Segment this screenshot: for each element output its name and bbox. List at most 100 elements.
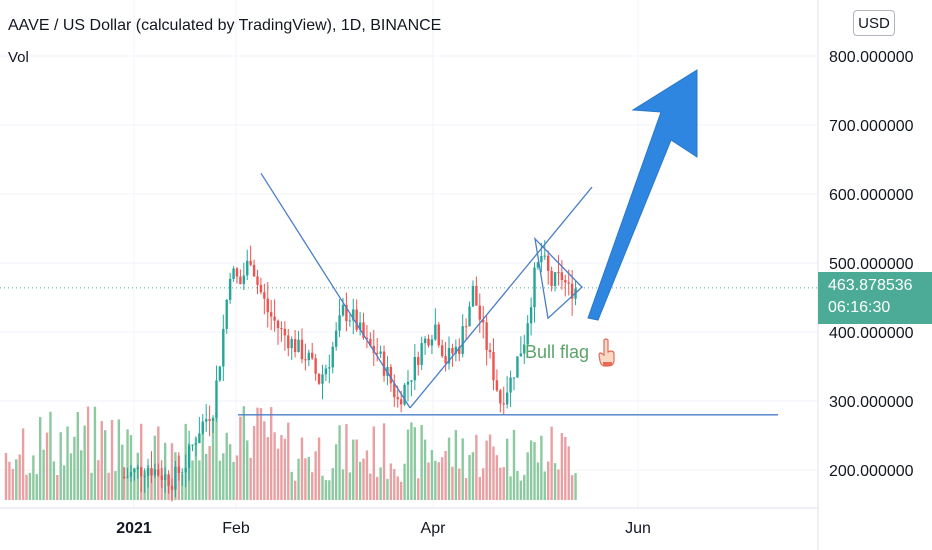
candle-body bbox=[536, 262, 540, 268]
y-tick-label: 800.000000 bbox=[829, 49, 914, 66]
volume-bar bbox=[461, 438, 464, 500]
candle-body bbox=[177, 466, 181, 473]
volume-bar bbox=[314, 451, 317, 500]
candle-body bbox=[423, 338, 427, 344]
candle-body bbox=[430, 339, 434, 346]
candle-body bbox=[420, 343, 423, 365]
volume-bar bbox=[194, 437, 198, 500]
volume-bar bbox=[526, 452, 529, 500]
candle-body bbox=[567, 282, 570, 284]
candle-body bbox=[163, 474, 167, 480]
candle-body bbox=[485, 322, 488, 350]
candle-body bbox=[300, 339, 304, 360]
volume-bar bbox=[249, 457, 252, 500]
candle-body bbox=[523, 344, 526, 354]
volume-bar bbox=[181, 474, 184, 500]
candle-body bbox=[352, 309, 355, 321]
volume-bar bbox=[519, 480, 523, 500]
candle-body bbox=[454, 346, 458, 354]
volume-bar bbox=[464, 477, 468, 500]
volume-bar bbox=[317, 437, 321, 500]
volume-bar bbox=[45, 432, 49, 500]
candle-body bbox=[170, 485, 174, 490]
candle-body bbox=[293, 339, 297, 353]
last-price-value: 463.878536 bbox=[828, 277, 913, 294]
volume-bar bbox=[540, 435, 543, 500]
candle-body bbox=[143, 475, 146, 477]
volume-bar bbox=[21, 428, 25, 500]
pointing-hand-icon bbox=[598, 338, 615, 367]
candle-body bbox=[427, 338, 430, 346]
volume-bar bbox=[352, 439, 355, 500]
volume-bar bbox=[389, 463, 393, 500]
volume-bar bbox=[90, 472, 93, 500]
descending-trendline bbox=[260, 172, 411, 409]
candle-body bbox=[307, 352, 310, 361]
candle-body bbox=[468, 306, 471, 327]
candle-body bbox=[314, 358, 317, 374]
volume-bar bbox=[369, 473, 372, 500]
candle-body bbox=[146, 468, 150, 476]
last-price-tag: 463.878536 06:16:30 bbox=[818, 272, 932, 324]
candle-body bbox=[160, 475, 163, 480]
volume-bar bbox=[492, 446, 495, 500]
volume-bar bbox=[334, 444, 338, 500]
volume-bar bbox=[59, 432, 62, 500]
volume-bar bbox=[505, 438, 509, 500]
volume-bar bbox=[454, 430, 458, 500]
candle-body bbox=[440, 345, 444, 357]
candle-body bbox=[376, 352, 379, 354]
volume-bar bbox=[35, 474, 38, 500]
volume-bar bbox=[157, 426, 160, 500]
volume-bar bbox=[399, 481, 403, 500]
candle-body bbox=[328, 367, 331, 369]
volume-bar bbox=[458, 468, 461, 500]
candle-body bbox=[488, 349, 492, 352]
volume-bar bbox=[25, 474, 28, 500]
volume-bar bbox=[263, 421, 266, 500]
candle-body bbox=[560, 272, 564, 281]
candle-body bbox=[259, 284, 263, 293]
volume-bar bbox=[547, 461, 550, 500]
candle-body bbox=[492, 351, 495, 381]
chart-title: AAVE / US Dollar (calculated by TradingV… bbox=[8, 17, 442, 34]
volume-bar bbox=[266, 437, 269, 500]
candle-body bbox=[304, 359, 307, 361]
volume-bar bbox=[393, 469, 396, 500]
volume-bar bbox=[122, 467, 126, 500]
volume-bar bbox=[256, 407, 259, 500]
candle-body bbox=[399, 399, 403, 405]
currency-button[interactable]: USD bbox=[853, 10, 895, 36]
volume-bar bbox=[133, 467, 136, 500]
volume-bar bbox=[564, 436, 567, 500]
candle-body bbox=[321, 374, 324, 384]
candle-body bbox=[502, 403, 505, 405]
volume-bar bbox=[126, 429, 129, 500]
candle-body bbox=[331, 346, 334, 368]
candle-body bbox=[317, 373, 321, 384]
candle-body bbox=[550, 270, 553, 287]
candle-body bbox=[358, 322, 362, 330]
candle-body bbox=[228, 278, 232, 300]
candle-body bbox=[372, 345, 375, 353]
volume-bar bbox=[324, 480, 328, 500]
volume-bar bbox=[468, 454, 471, 500]
volume-bar bbox=[97, 460, 100, 500]
candle-body bbox=[553, 272, 557, 287]
volume-bar bbox=[232, 461, 235, 500]
y-tick-label: 700.000000 bbox=[829, 118, 914, 135]
candle-body bbox=[208, 419, 211, 421]
bull-flag-label: Bull flag bbox=[525, 342, 590, 362]
candle-body bbox=[249, 260, 252, 265]
candle-body bbox=[194, 443, 198, 445]
volume-bar bbox=[328, 480, 331, 500]
volume-bar bbox=[440, 457, 444, 500]
candle-body bbox=[461, 326, 464, 354]
volume-bar bbox=[107, 472, 110, 500]
volume-bar bbox=[372, 426, 375, 500]
y-tick-label: 400.000000 bbox=[829, 325, 914, 342]
volume-bar bbox=[11, 468, 15, 500]
candle-body bbox=[499, 390, 502, 404]
candle-body bbox=[403, 384, 406, 405]
